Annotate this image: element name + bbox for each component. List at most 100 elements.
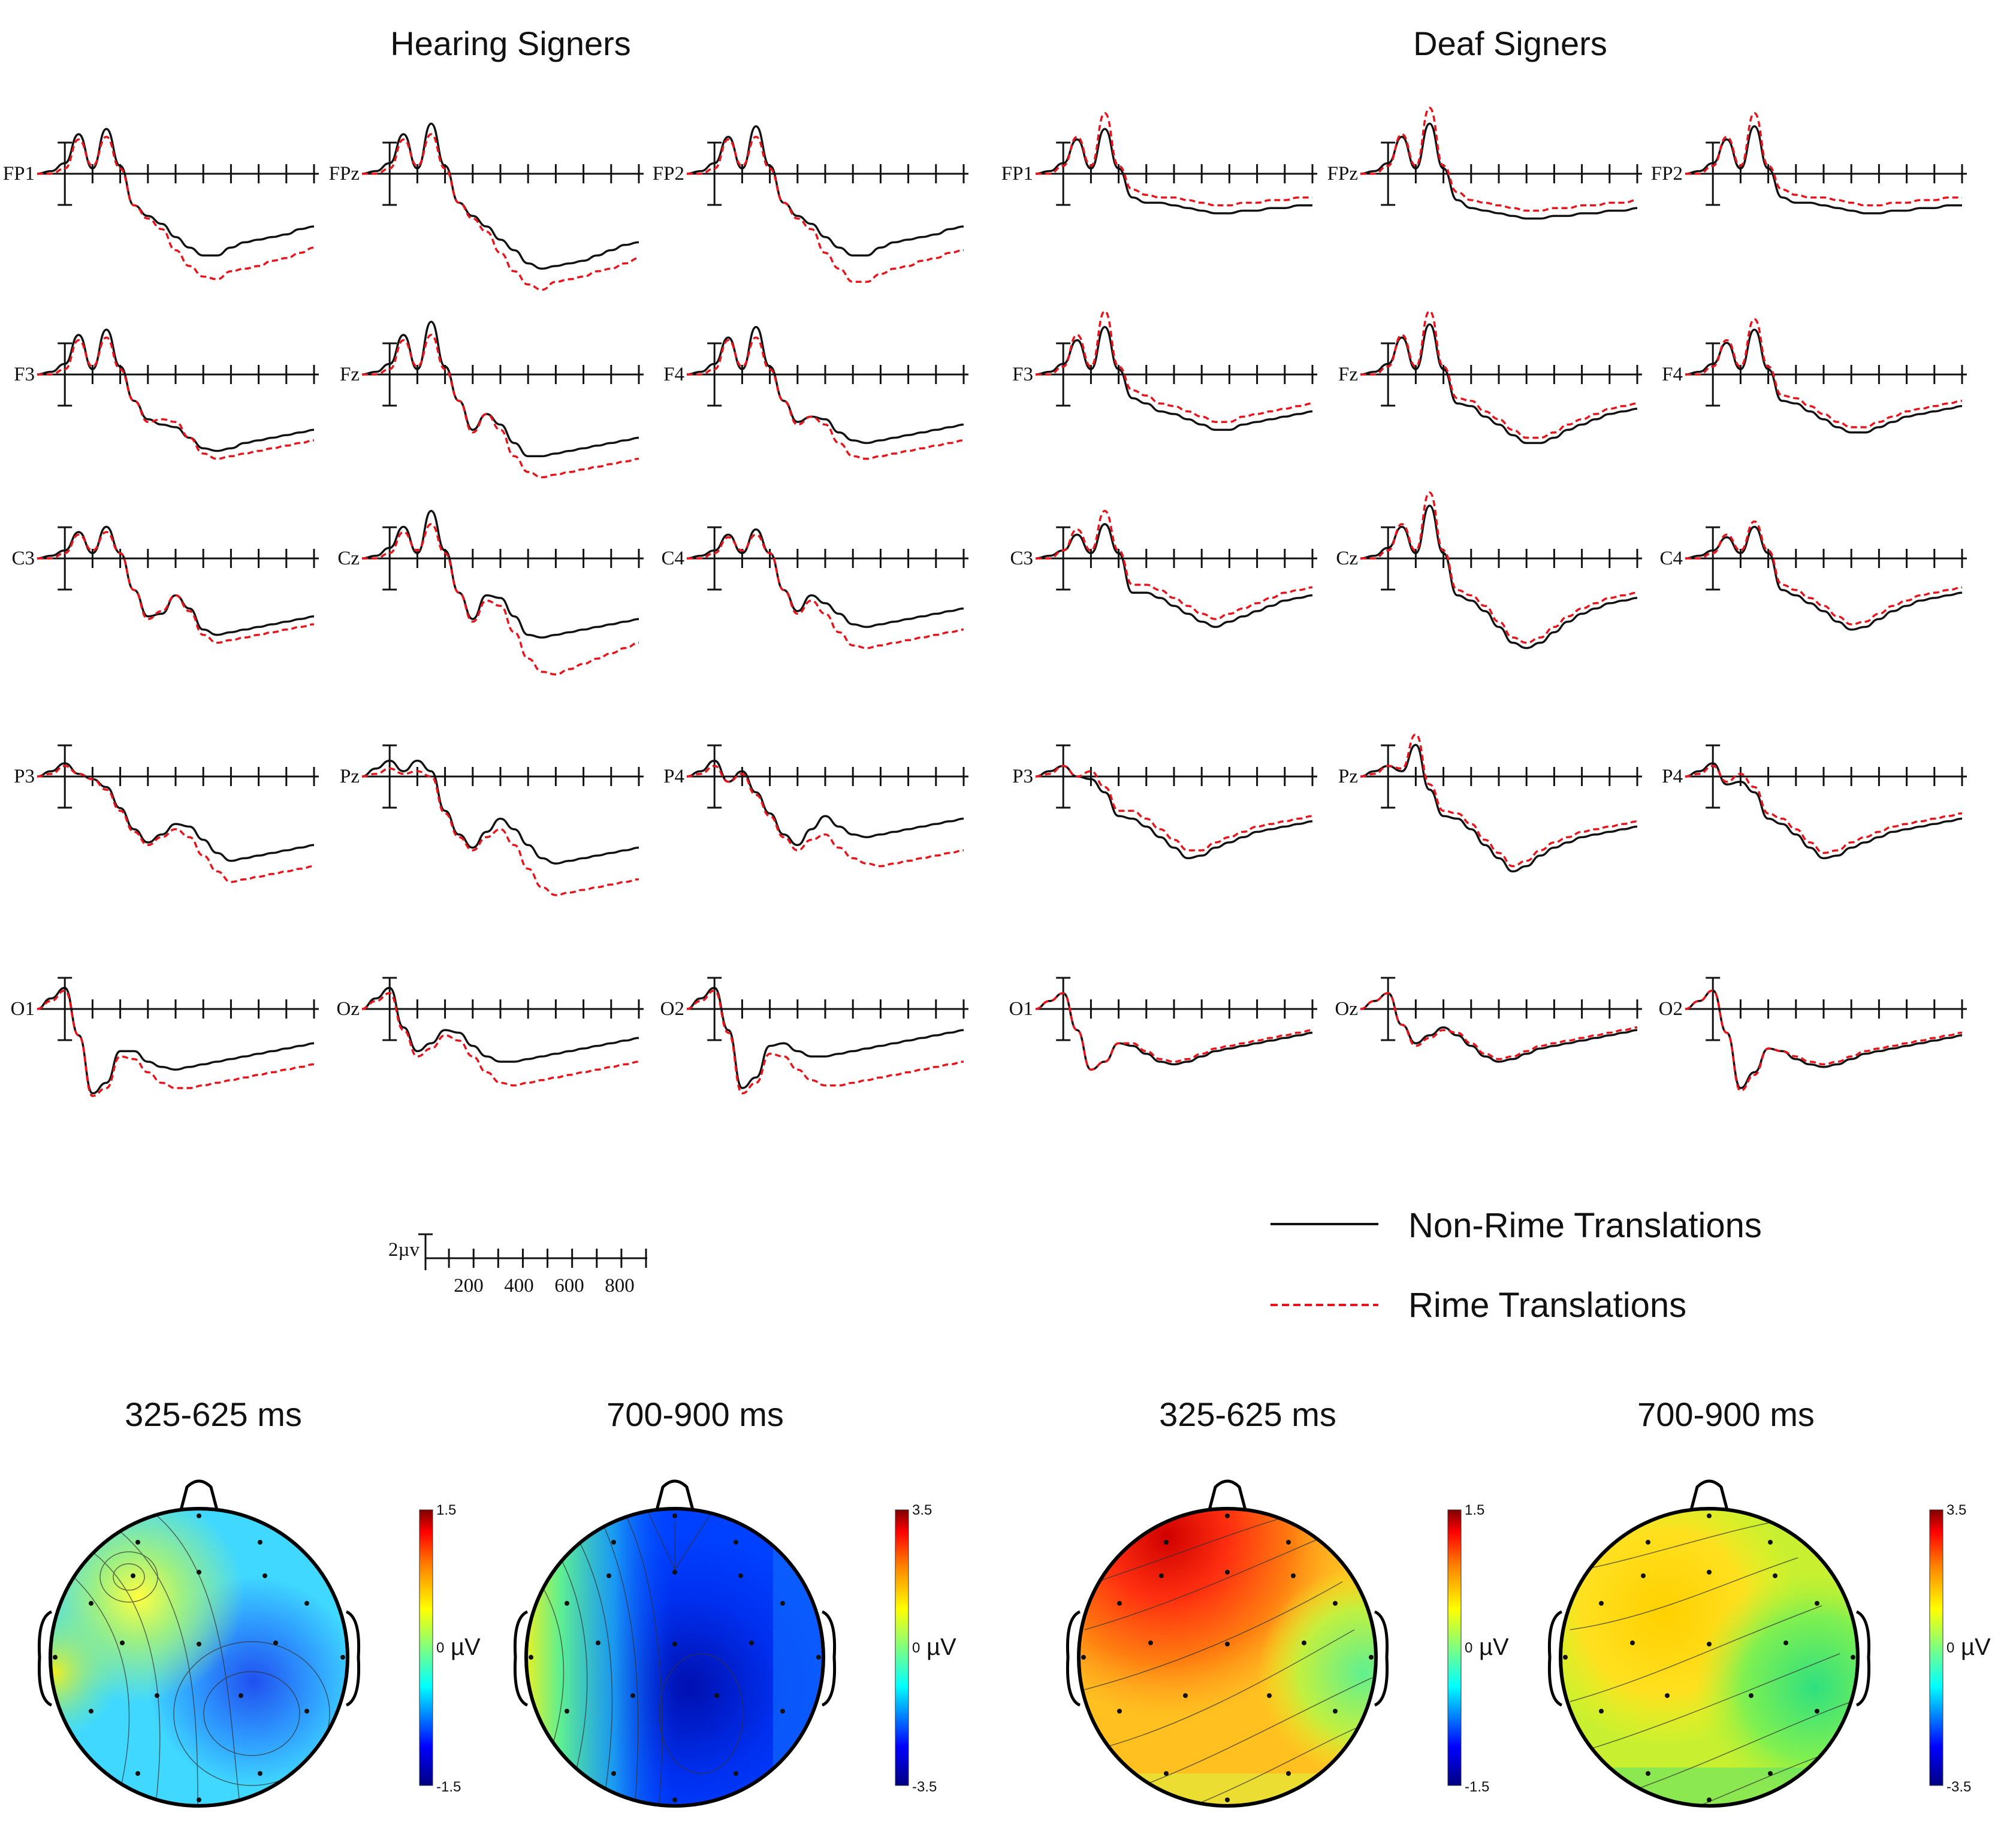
erp-panel-deaf-cz: Cz xyxy=(1336,491,1642,649)
electrode-label: O2 xyxy=(660,998,684,1020)
erp-panel-hearing-cz: Cz xyxy=(337,510,644,676)
series-line-non-rime xyxy=(1685,762,1963,860)
colorbar-1-min: -1.5 xyxy=(436,1779,461,1795)
topomap-title-4: 700-900 ms xyxy=(1637,1395,1815,1433)
scale-tick-label-600: 600 xyxy=(554,1275,584,1297)
electrode-label: Fz xyxy=(1338,364,1358,385)
nose xyxy=(655,1479,695,1510)
erp-panel-deaf-oz: Oz xyxy=(1335,977,1642,1063)
erp-panel-deaf-f4: F4 xyxy=(1662,318,1967,434)
series-line-rime xyxy=(37,989,315,1097)
erp-panel-deaf-fp2: FP2 xyxy=(1651,112,1967,214)
topomap-deaf-325-625 xyxy=(1066,1479,1389,1808)
series-line-non-rime xyxy=(361,510,639,639)
electrode-label: F4 xyxy=(1662,364,1683,385)
left-ear xyxy=(1547,1610,1563,1707)
series-line-rime xyxy=(1360,107,1638,212)
topomap-hearing-700-900 xyxy=(513,1479,837,1808)
series-line-rime xyxy=(687,336,964,460)
series-line-rime xyxy=(1036,310,1313,423)
series-line-non-rime xyxy=(1685,989,1963,1089)
series-line-rime xyxy=(686,989,964,1095)
series-line-non-rime xyxy=(361,122,639,270)
erp-panel-deaf-p3: P3 xyxy=(1012,744,1317,860)
series-line-non-rime xyxy=(1035,765,1313,860)
erp-panel-deaf-c4: C4 xyxy=(1659,520,1967,631)
colorbar-1: 1.5 0 µV -1.5 xyxy=(419,1502,481,1795)
series-line-non-rime xyxy=(37,128,315,257)
series-line-rime xyxy=(1360,992,1638,1061)
series-line-non-rime xyxy=(686,326,964,445)
electrode-label: FP1 xyxy=(3,163,35,185)
colorbar-4: 3.5 0 µV -3.5 xyxy=(1929,1502,1991,1795)
scale-bar: 2µv 200 400 600 800 xyxy=(388,1233,647,1297)
erp-panel-hearing-o2: O2 xyxy=(660,977,968,1095)
colorbar-2-zero: 0 xyxy=(912,1640,920,1656)
colorbar-3-max: 1.5 xyxy=(1465,1502,1484,1518)
electrode-label: Cz xyxy=(337,548,360,569)
legend-label-non-rime: Non-Rime Translations xyxy=(1408,1206,1762,1245)
electrode-label: P3 xyxy=(14,766,35,787)
erp-panel-hearing-c3: C3 xyxy=(11,525,319,644)
head-outline xyxy=(1077,1507,1378,1808)
colorbar-3: 1.5 0 µV -1.5 xyxy=(1447,1502,1509,1795)
electrode-label: F3 xyxy=(14,364,35,385)
colorbar-1-zero: 0 xyxy=(436,1640,444,1656)
topomap-deaf-700-900 xyxy=(1547,1479,1871,1808)
nose xyxy=(1208,1479,1247,1510)
erp-panel-hearing-c4: C4 xyxy=(661,526,968,649)
series-line-rime xyxy=(1685,318,1963,428)
colorbar-4-zero: 0 xyxy=(1946,1640,1954,1656)
topomap-title-2: 700-900 ms xyxy=(606,1395,784,1433)
erp-panel-deaf-p4: P4 xyxy=(1662,744,1967,860)
group-title-hearing: Hearing Signers xyxy=(390,25,631,62)
colorbar-4-min: -3.5 xyxy=(1946,1779,1971,1795)
erp-panel-hearing-o1: O1 xyxy=(11,977,319,1097)
series-line-rime xyxy=(37,765,315,883)
electrode-label: F4 xyxy=(663,364,684,385)
series-line-rime xyxy=(1035,992,1313,1071)
electrode-label: FPz xyxy=(329,163,360,185)
head-outline xyxy=(524,1507,825,1808)
series-line-non-rime xyxy=(686,987,964,1089)
erp-panel-hearing-p4: P4 xyxy=(663,744,968,868)
electrode-label: Pz xyxy=(340,766,360,787)
scale-bar-ticks xyxy=(448,1249,647,1268)
erp-panel-deaf-o2: O2 xyxy=(1659,977,1967,1092)
series-line-rime xyxy=(362,334,639,479)
colorbar-1-max: 1.5 xyxy=(436,1502,456,1518)
right-ear xyxy=(1374,1610,1389,1707)
electrode-label: FPz xyxy=(1327,163,1358,185)
series-line-rime xyxy=(361,768,639,896)
colorbar-2-max: 3.5 xyxy=(912,1502,932,1518)
right-ear xyxy=(821,1610,837,1707)
legend-label-rime: Rime Translations xyxy=(1408,1286,1686,1325)
erp-panel-deaf-fpz: FPz xyxy=(1327,107,1642,220)
series-line-rime xyxy=(1360,310,1638,439)
erp-panel-deaf-pz: Pz xyxy=(1338,733,1642,873)
series-line-non-rime xyxy=(37,328,315,452)
series-line-non-rime xyxy=(686,125,964,257)
electrode-dots xyxy=(1081,1513,1374,1802)
electrode-label: C3 xyxy=(1010,548,1033,569)
electrode-label: P4 xyxy=(663,766,684,787)
series-line-non-rime xyxy=(1035,992,1313,1071)
group-title-deaf: Deaf Signers xyxy=(1413,25,1607,62)
electrode-label: P4 xyxy=(1662,766,1683,787)
series-line-rime xyxy=(1036,112,1312,207)
colorbar-4-unit: µV xyxy=(1961,1634,1991,1660)
series-line-rime xyxy=(1036,510,1313,620)
electrode-label: FP2 xyxy=(1651,163,1683,185)
electrode-label: C4 xyxy=(661,548,684,569)
erp-panel-deaf-o1: O1 xyxy=(1009,977,1317,1071)
electrode-label: Fz xyxy=(340,364,360,385)
electrode-label: O2 xyxy=(1659,998,1683,1020)
electrode-label: Oz xyxy=(337,998,360,1020)
series-line-non-rime xyxy=(37,987,315,1095)
series-line-non-rime xyxy=(686,528,964,629)
series-line-non-rime xyxy=(1035,523,1313,629)
topomap-hearing-325-625 xyxy=(37,1479,361,1808)
series-line-rime xyxy=(1035,765,1313,851)
right-ear xyxy=(345,1610,361,1707)
